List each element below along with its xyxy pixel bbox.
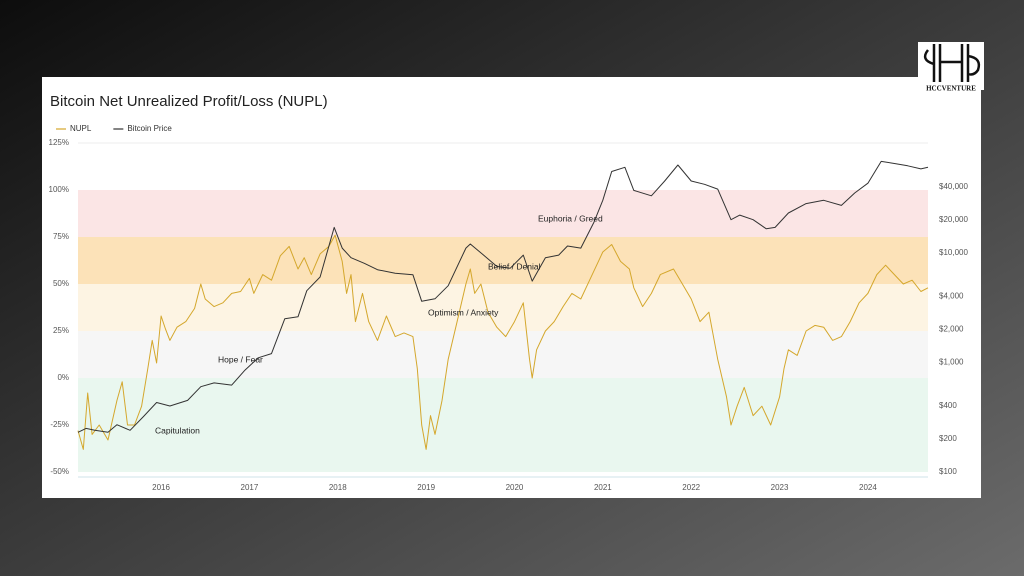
zone-label: Belief / Denial bbox=[488, 261, 541, 271]
zone-band bbox=[78, 378, 928, 472]
plot: -50% -25% 0% 25% 50% 75% 100% 125% $100 $200 $400 $… bbox=[49, 124, 969, 492]
zone-label: Euphoria / Greed bbox=[538, 213, 603, 223]
chart-title: Bitcoin Net Unrealized Profit/Loss (NUPL… bbox=[50, 93, 328, 110]
logo-mark bbox=[923, 44, 981, 82]
zone-band bbox=[78, 237, 928, 284]
y2-tick-label: $200 bbox=[939, 434, 957, 443]
logo-box bbox=[918, 42, 984, 90]
series-line bbox=[77, 160, 929, 433]
zone-band bbox=[78, 284, 928, 331]
zone-label: Capitulation bbox=[155, 425, 200, 435]
x-tick-label: 2022 bbox=[682, 483, 700, 492]
y-tick-label: 0% bbox=[57, 373, 69, 382]
y-tick-label: 125% bbox=[49, 138, 69, 147]
y2-tick-label: $100 bbox=[939, 467, 957, 476]
y-tick-label: 25% bbox=[53, 326, 69, 335]
zone-band bbox=[78, 190, 928, 237]
y2-tick-label: $4,000 bbox=[939, 291, 964, 300]
y2-tick-label: $20,000 bbox=[939, 215, 968, 224]
y-tick-label: 100% bbox=[49, 185, 69, 194]
x-tick-label: 2019 bbox=[417, 483, 435, 492]
y2-tick-label: $40,000 bbox=[939, 182, 968, 191]
logo: HCCVENTURE bbox=[918, 42, 984, 93]
x-tick-label: 2020 bbox=[506, 483, 524, 492]
y-tick-label: -25% bbox=[50, 420, 69, 429]
zone-label: Hope / Fear bbox=[218, 354, 263, 364]
legend-label: Bitcoin Price bbox=[127, 124, 172, 133]
legend-label: NUPL bbox=[70, 124, 92, 133]
y2-tick-label: $1,000 bbox=[939, 357, 964, 366]
y-tick-label: -50% bbox=[50, 467, 69, 476]
x-tick-label: 2016 bbox=[152, 483, 170, 492]
logo-text: HCCVENTURE bbox=[926, 85, 976, 93]
x-tick-label: 2024 bbox=[859, 483, 877, 492]
x-tick-label: 2017 bbox=[241, 483, 259, 492]
x-tick-label: 2021 bbox=[594, 483, 612, 492]
y2-tick-label: $2,000 bbox=[939, 324, 964, 333]
x-tick-label: 2018 bbox=[329, 483, 347, 492]
y-tick-label: 75% bbox=[53, 232, 69, 241]
y2-tick-label: $400 bbox=[939, 401, 957, 410]
series-line bbox=[77, 234, 929, 450]
y2-tick-label: $10,000 bbox=[939, 248, 968, 257]
zone-label: Optimism / Anxiety bbox=[428, 307, 499, 317]
zone-band bbox=[78, 331, 928, 378]
x-tick-label: 2023 bbox=[771, 483, 789, 492]
y-tick-label: 50% bbox=[53, 279, 69, 288]
